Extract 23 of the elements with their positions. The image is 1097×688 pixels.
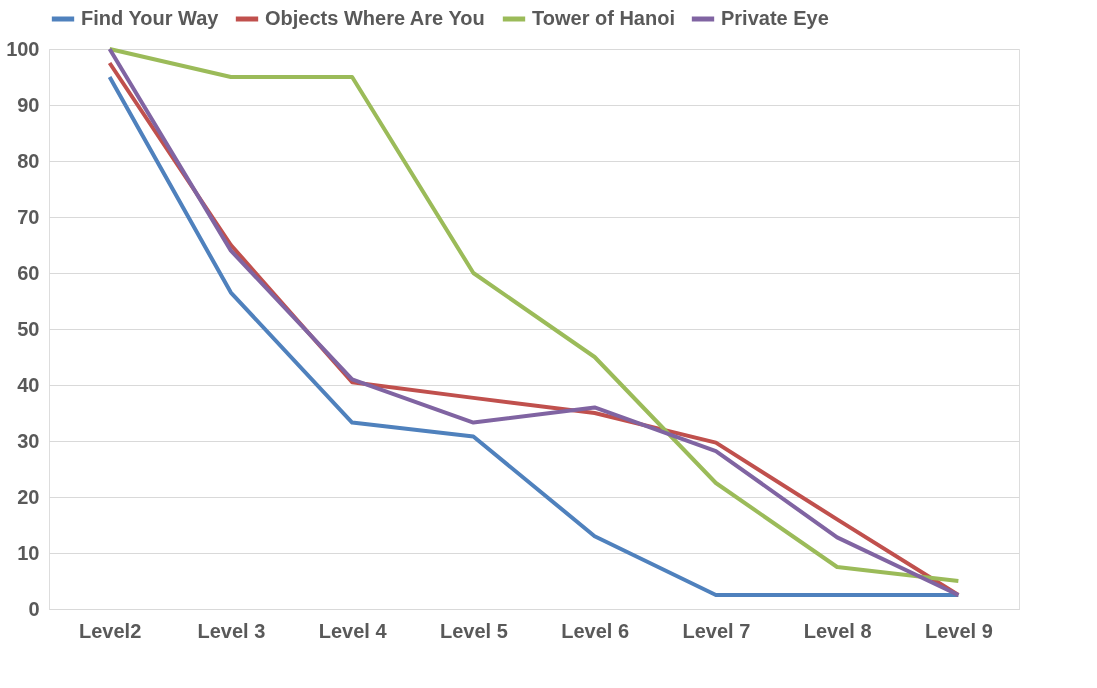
y-tick-label: 10	[17, 541, 40, 564]
x-tick-label: Level2	[78, 619, 142, 642]
legend-label: Private Eye	[721, 7, 829, 29]
x-tick-label: Level 5	[439, 619, 508, 642]
y-tick-label: 90	[17, 93, 40, 116]
y-tick-label: 20	[17, 485, 40, 508]
y-tick-label: 0	[28, 597, 40, 620]
y-tick-label: 80	[17, 149, 40, 172]
x-tick-label: Level 7	[682, 619, 751, 642]
legend-label: Objects Where Are You	[265, 7, 485, 29]
x-tick-label: Level 8	[803, 619, 872, 642]
x-tick-label: Level 4	[318, 619, 388, 642]
y-tick-label: 30	[17, 429, 40, 452]
y-tick-label: 100	[6, 37, 40, 60]
legend-label: Tower of Hanoi	[532, 7, 675, 29]
legend-label: Find Your Way	[81, 7, 220, 29]
y-tick-label: 40	[17, 373, 40, 396]
y-tick-label: 60	[17, 261, 40, 284]
y-tick-label: 70	[17, 205, 40, 228]
x-tick-label: Level 6	[561, 619, 630, 642]
x-tick-label: Level 3	[197, 619, 266, 642]
y-tick-label: 50	[17, 317, 40, 340]
x-tick-label: Level 9	[924, 619, 993, 642]
